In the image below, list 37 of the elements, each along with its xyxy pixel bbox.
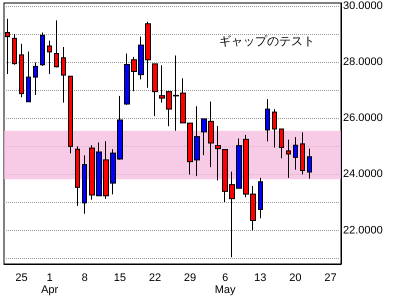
candlestick: [33, 62, 38, 96]
y-tick-label: 26.0000: [343, 112, 383, 124]
candlestick: [61, 46, 66, 104]
y-tick-label: 24.0000: [343, 168, 383, 180]
y-tick-label: 22.0000: [343, 224, 383, 236]
candlestick: [265, 98, 270, 142]
candlestick: [307, 148, 312, 180]
x-tick-label: 15: [114, 272, 126, 284]
candlestick: [152, 63, 158, 117]
x-tick-label: 8: [82, 272, 88, 284]
x-tick-label: 6 May: [214, 272, 236, 296]
candlestick: [68, 76, 73, 154]
candlestick: [293, 136, 298, 170]
x-tick-label: 29: [184, 272, 196, 284]
candlestick: [19, 43, 24, 98]
candlestick: [75, 146, 80, 206]
candlestick: [54, 20, 59, 68]
candlestick: [40, 32, 45, 66]
x-tick-label: 25: [15, 272, 28, 284]
candlestick: [258, 177, 263, 219]
candlestick: [300, 132, 305, 175]
x-tick-label: 1 Apr: [41, 272, 59, 296]
candlestick: [272, 108, 277, 148]
candlestick: [215, 125, 221, 181]
candlestick: [82, 154, 87, 214]
text: ギャップのテスト: [219, 34, 315, 48]
y-tick-label: 30.0000: [343, 0, 383, 12]
y-tick-label: 28.0000: [343, 56, 383, 68]
candlestick: [279, 128, 284, 159]
x-tick-label: 20: [289, 272, 302, 284]
x-tick-label: 22: [148, 272, 162, 284]
candlestick: [47, 40, 52, 75]
x-tick-label: 13: [254, 272, 266, 284]
x-tick-label: 27: [324, 272, 337, 284]
candlestick: [12, 34, 17, 66]
candlestick: [286, 139, 291, 178]
candlestick: [26, 51, 31, 102]
